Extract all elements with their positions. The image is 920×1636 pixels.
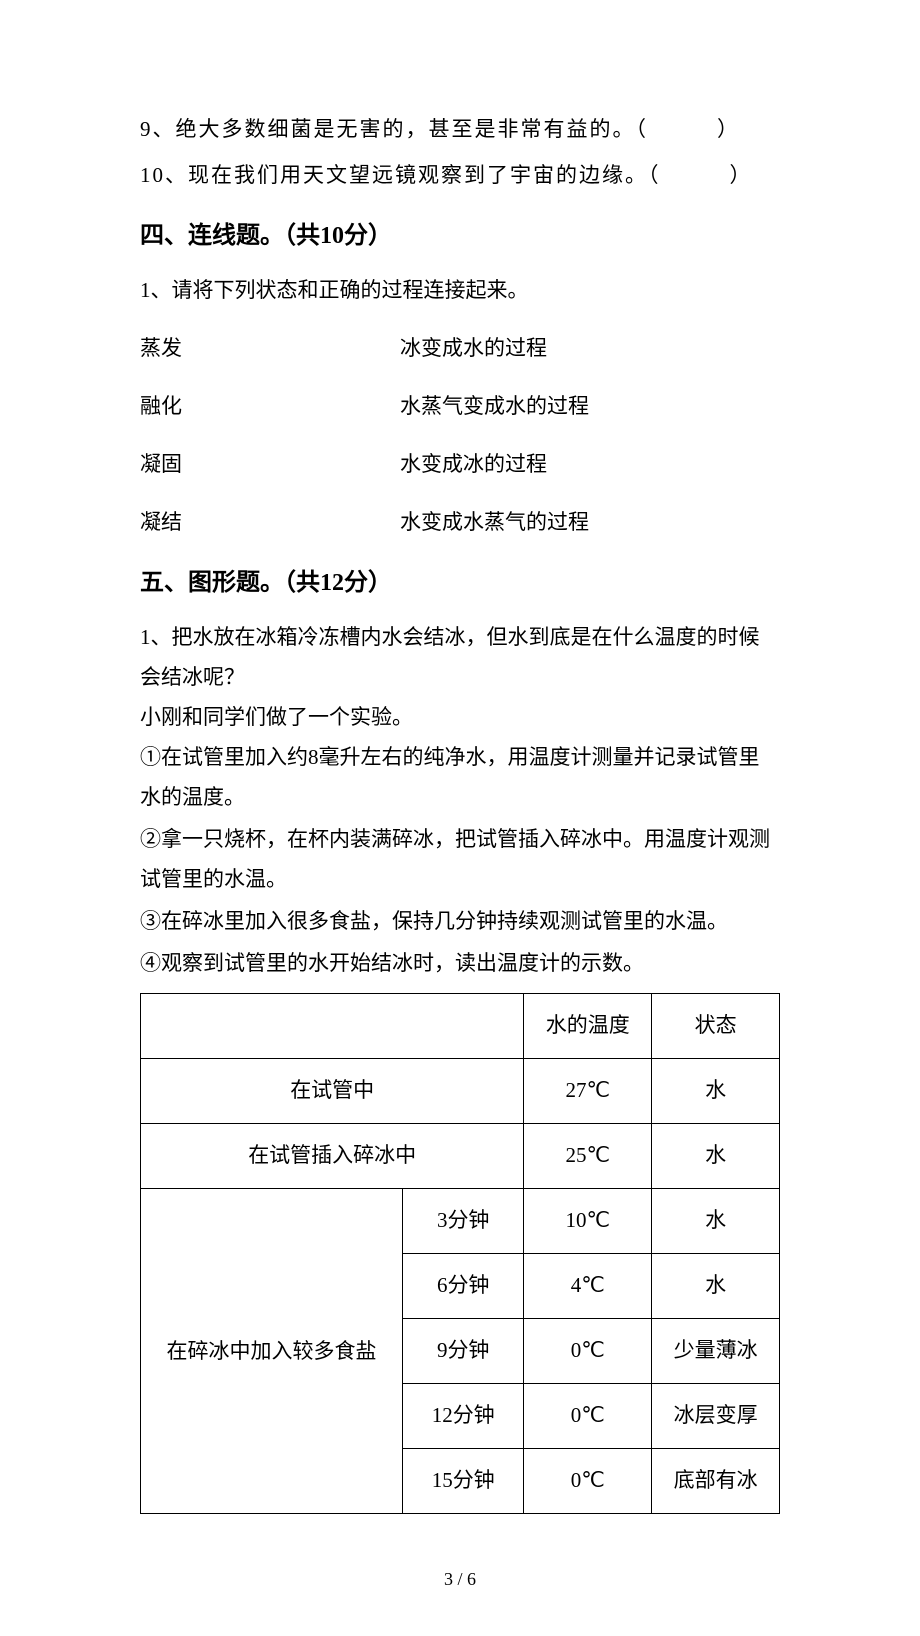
matching-right-label: 冰变成水的过程 [400,329,780,369]
table-cell-temp: 4℃ [524,1254,652,1319]
table-cell-temp: 25℃ [524,1124,652,1189]
table-cell-state: 水 [652,1124,780,1189]
experiment-steps: ①在试管里加入约8毫升左右的纯净水，用温度计测量并记录试管里水的温度。 ②拿一只… [140,738,780,983]
table-cell-state: 底部有冰 [652,1448,780,1513]
table-cell-state: 水 [652,1059,780,1124]
matching-left-label: 凝固 [140,445,400,485]
matching-left-label: 融化 [140,387,400,427]
table-cell-salt-label: 在碎冰中加入较多食盐 [141,1189,403,1513]
table-header-cond [141,994,524,1059]
table-header-state: 状态 [652,994,780,1059]
judgment-q9-text: 9、绝大多数细菌是无害的，甚至是非常有益的。（ ） [140,117,740,141]
matching-right-label: 水蒸气变成水的过程 [400,387,780,427]
step1: ①在试管里加入约8毫升左右的纯净水，用温度计测量并记录试管里水的温度。 [140,738,780,818]
step3: ③在碎冰里加入很多食盐，保持几分钟持续观测试管里的水温。 [140,902,780,942]
section4-heading: 四、连线题。（共10分） [140,214,780,260]
matching-left-label: 凝结 [140,503,400,543]
judgment-q10-text: 10、现在我们用天文望远镜观察到了宇宙的边缘。（ ） [140,163,753,187]
table-cell-state: 水 [652,1189,780,1254]
matching-row: 蒸发冰变成水的过程 [140,329,780,369]
matching-row: 融化水蒸气变成水的过程 [140,387,780,427]
table-cell-time: 12分钟 [402,1383,523,1448]
table-cell-temp: 0℃ [524,1448,652,1513]
matching-pairs: 蒸发冰变成水的过程融化水蒸气变成水的过程凝固水变成冰的过程凝结水变成水蒸气的过程 [140,329,780,543]
table-cell-temp: 0℃ [524,1383,652,1448]
table-cell-temp: 27℃ [524,1059,652,1124]
matching-left-label: 蒸发 [140,329,400,369]
table-cell-time: 3分钟 [402,1189,523,1254]
table-cell-time: 15分钟 [402,1448,523,1513]
matching-row: 凝结水变成水蒸气的过程 [140,503,780,543]
table-cell-state: 冰层变厚 [652,1383,780,1448]
matching-row: 凝固水变成冰的过程 [140,445,780,485]
table-header-temp: 水的温度 [524,994,652,1059]
table-cell-time: 6分钟 [402,1254,523,1319]
table-cell-cond: 在试管中 [141,1059,524,1124]
section5-intro1: 1、把水放在冰箱冷冻槽内水会结冰，但水到底是在什么温度的时候会结冰呢？ [140,618,780,698]
table-cell-cond: 在试管插入碎冰中 [141,1124,524,1189]
table-cell-temp: 0℃ [524,1318,652,1383]
section4-intro: 1、请将下列状态和正确的过程连接起来。 [140,271,780,311]
table-cell-time: 9分钟 [402,1318,523,1383]
section5-heading: 五、图形题。（共12分） [140,561,780,607]
table-cell-temp: 10℃ [524,1189,652,1254]
section5-intro2: 小刚和同学们做了一个实验。 [140,698,780,738]
judgment-q9: 9、绝大多数细菌是无害的，甚至是非常有益的。（ ） [140,110,780,150]
page-footer: 3 / 6 [140,1562,780,1596]
experiment-table: 水的温度状态在试管中27℃水在试管插入碎冰中25℃水在碎冰中加入较多食盐3分钟1… [140,993,780,1513]
step2: ②拿一只烧杯，在杯内装满碎冰，把试管插入碎冰中。用温度计观测试管里的水温。 [140,820,780,900]
matching-right-label: 水变成冰的过程 [400,445,780,485]
table-cell-state: 少量薄冰 [652,1318,780,1383]
step4: ④观察到试管里的水开始结冰时，读出温度计的示数。 [140,944,780,984]
table-cell-state: 水 [652,1254,780,1319]
matching-right-label: 水变成水蒸气的过程 [400,503,780,543]
judgment-q10: 10、现在我们用天文望远镜观察到了宇宙的边缘。（ ） [140,156,780,196]
